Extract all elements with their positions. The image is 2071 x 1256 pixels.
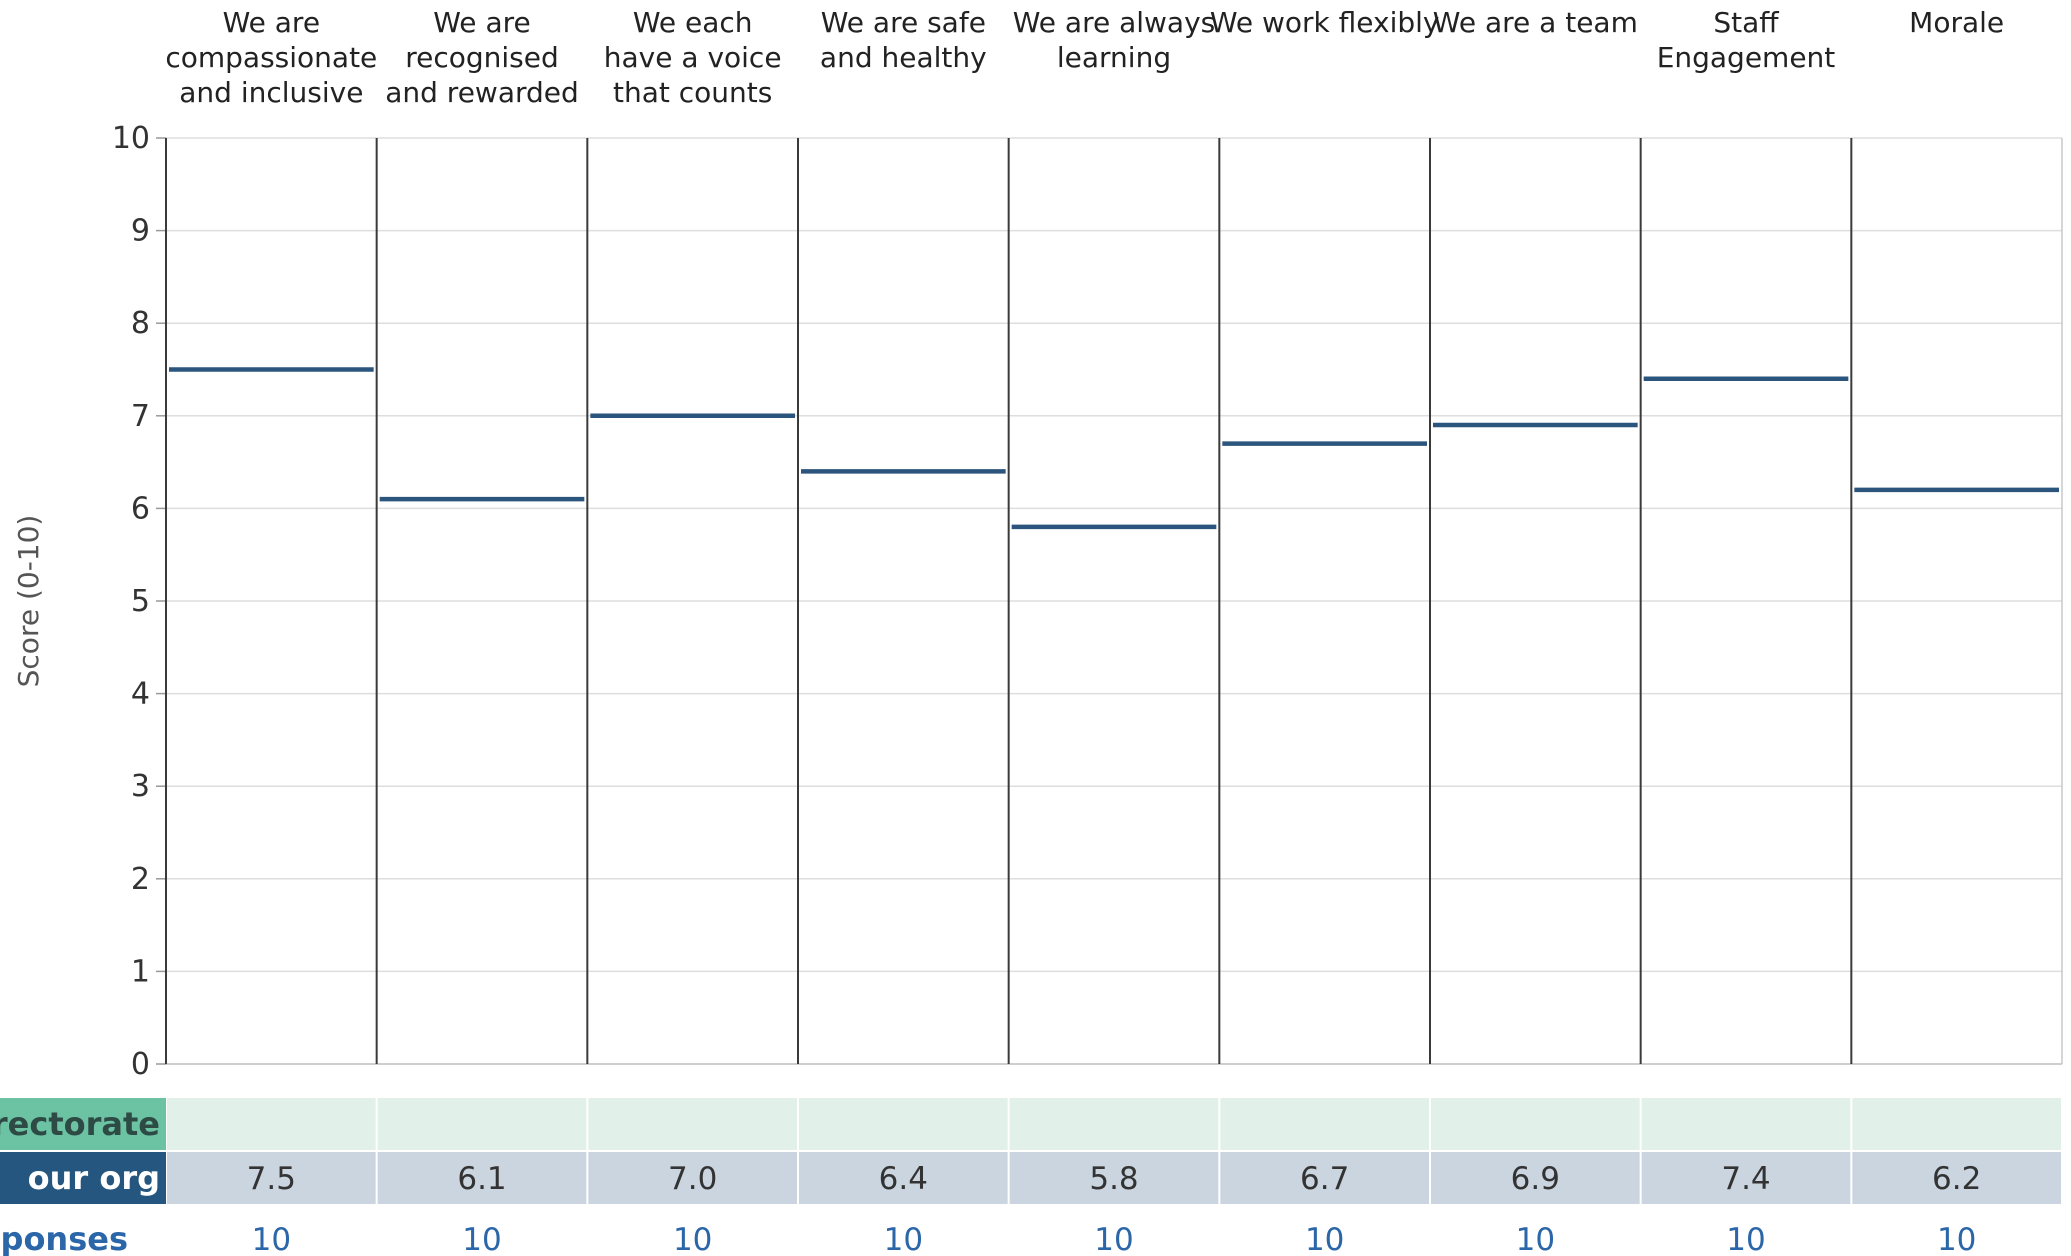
- table-cell: [588, 1098, 797, 1150]
- category-label: We are: [223, 6, 320, 39]
- table-cell: [1220, 1152, 1429, 1204]
- category-label: We each: [633, 6, 753, 39]
- table-cell-value: 7.5: [247, 1161, 296, 1197]
- responses-value: 10: [1937, 1222, 1976, 1256]
- category-label: learning: [1057, 41, 1171, 74]
- responses-value: 10: [1516, 1222, 1555, 1256]
- y-tick-label: 3: [131, 769, 150, 804]
- y-tick-label: 6: [131, 491, 150, 526]
- category-label: Engagement: [1657, 41, 1836, 74]
- y-tick-label: 9: [131, 214, 150, 249]
- table-cell: [799, 1152, 1008, 1204]
- responses-value: 10: [884, 1222, 923, 1256]
- category-label: We are: [433, 6, 530, 39]
- table-cell: [1641, 1152, 1851, 1204]
- table-cell: [1852, 1152, 2061, 1204]
- y-tick-label: 5: [131, 584, 150, 619]
- table-cell-value: 6.2: [1932, 1161, 1981, 1197]
- y-tick-label: 7: [131, 399, 150, 434]
- responses-value: 10: [462, 1222, 501, 1256]
- table-cell: [799, 1098, 1008, 1150]
- table-cell-value: 7.0: [668, 1161, 717, 1197]
- table-row-label-bg: [0, 1152, 166, 1204]
- table-row-label: irectorate: [0, 1105, 160, 1143]
- responses-value: 10: [673, 1222, 712, 1256]
- gridlines: [156, 137, 2062, 1065]
- table-cell: [1431, 1152, 1640, 1204]
- y-tick-label: 8: [131, 306, 150, 341]
- table-cell-value: 6.9: [1511, 1161, 1560, 1197]
- y-tick-label: 1: [131, 954, 150, 989]
- table-cell-value: 6.7: [1300, 1161, 1349, 1197]
- category-label: and healthy: [820, 41, 987, 74]
- responses-value: 10: [1305, 1222, 1344, 1256]
- responses-label: esponses: [0, 1220, 128, 1256]
- table-cell: [377, 1152, 587, 1204]
- y-axis-label: Score (0-10): [12, 515, 45, 688]
- category-label: and inclusive: [179, 76, 363, 109]
- category-label: have a voice: [604, 41, 782, 74]
- category-label: Morale: [1909, 6, 2004, 39]
- table-cell-value: 7.4: [1721, 1161, 1770, 1197]
- category-label: compassionate: [165, 41, 377, 74]
- category-label: and rewarded: [385, 76, 579, 109]
- table-cell-value: 6.1: [457, 1161, 506, 1197]
- y-tick-label: 2: [131, 862, 150, 897]
- y-tick-label: 10: [112, 121, 150, 156]
- responses-value: 10: [1094, 1222, 1133, 1256]
- table-cell: [1641, 1098, 1851, 1150]
- responses-value: 10: [252, 1222, 291, 1256]
- score-marks: [169, 367, 2059, 530]
- table-row-label: our org: [28, 1159, 160, 1197]
- table-cell: [1852, 1098, 2061, 1150]
- table-cell: [1431, 1098, 1640, 1150]
- data-table: irectorate our org 7.5 6.1 7.0 6.4 5.8 6.7 6.9 7.…: [0, 1098, 2061, 1256]
- table-row-label-bg: [0, 1098, 166, 1150]
- y-tick-label: 0: [131, 1047, 150, 1082]
- category-label: Staff: [1713, 6, 1779, 39]
- category-label: We work flexibly: [1210, 6, 1440, 39]
- y-axis-ticks: 0 1 2 3 4 5 6 7 8 9 10: [112, 121, 150, 1082]
- table-cell: [588, 1152, 797, 1204]
- table-cell-value: 5.8: [1089, 1161, 1138, 1197]
- category-label: We are safe: [821, 6, 986, 39]
- category-label: We are a team: [1433, 6, 1638, 39]
- table-cell: [1009, 1152, 1219, 1204]
- table-cell: [167, 1152, 376, 1204]
- category-label: recognised: [405, 41, 559, 74]
- table-cell: [167, 1098, 376, 1150]
- responses-value: 10: [1726, 1222, 1765, 1256]
- table-cell: [1220, 1098, 1429, 1150]
- column-separators: [165, 138, 2063, 1064]
- category-label: that counts: [613, 76, 772, 109]
- table-cell: [377, 1098, 587, 1150]
- table-cell-value: 6.4: [879, 1161, 928, 1197]
- category-label: We are always: [1013, 6, 1216, 39]
- table-cell: [1009, 1098, 1219, 1150]
- y-tick-label: 4: [131, 677, 150, 712]
